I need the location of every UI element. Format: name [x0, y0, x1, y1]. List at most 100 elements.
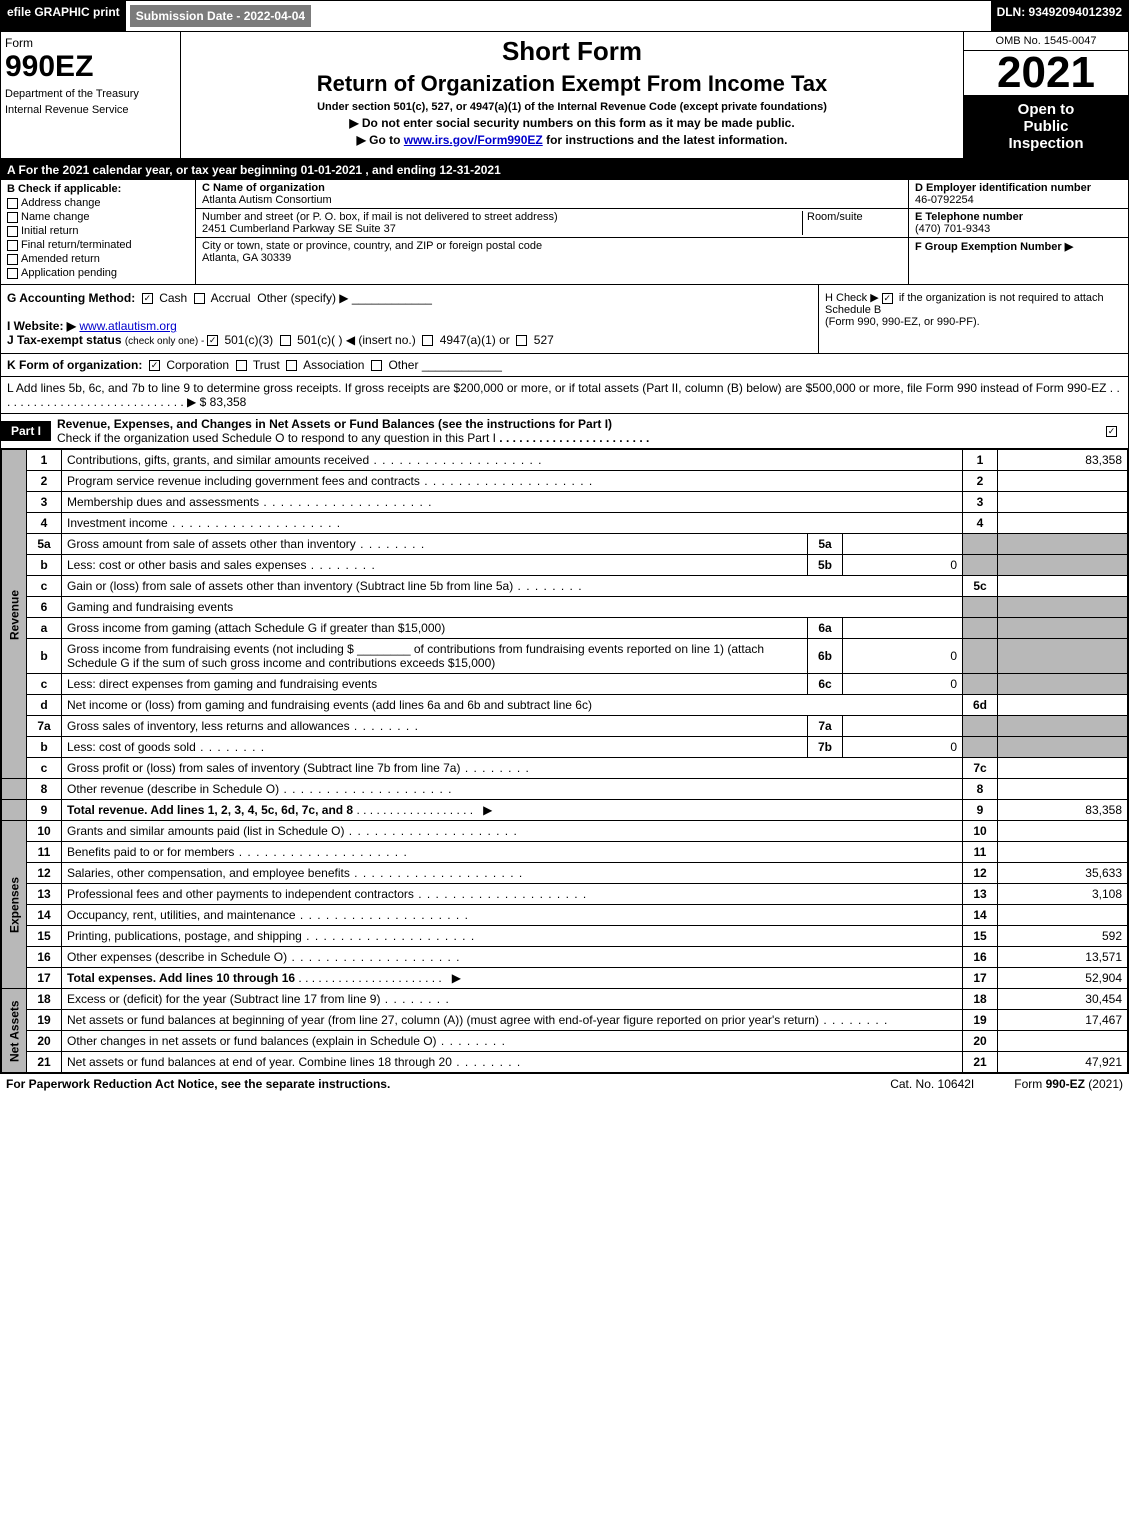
l2-col: 2: [963, 471, 998, 492]
l2-desc: Program service revenue including govern…: [67, 474, 593, 488]
form-header: Form 990EZ Department of the Treasury In…: [1, 32, 1128, 160]
chk-initial-return[interactable]: [7, 226, 18, 237]
l6c-minival: 0: [843, 674, 963, 695]
l6c-num: c: [27, 674, 62, 695]
l14-desc: Occupancy, rent, utilities, and maintena…: [67, 908, 469, 922]
footer-center: Cat. No. 10642I: [890, 1077, 974, 1091]
chk-501c3[interactable]: [207, 335, 218, 346]
l3-col: 3: [963, 492, 998, 513]
chk-schedule-o-part1[interactable]: [1106, 426, 1117, 437]
l5c-num: c: [27, 576, 62, 597]
chk-other-org[interactable]: [371, 360, 382, 371]
l4-num: 4: [27, 513, 62, 534]
l7c-val: [998, 758, 1128, 779]
form-word: Form: [5, 36, 176, 50]
l6c-mini: 6c: [808, 674, 843, 695]
footer-right-prefix: Form: [1014, 1077, 1045, 1091]
l2-val: [998, 471, 1128, 492]
l7a-desc: Gross sales of inventory, less returns a…: [67, 719, 419, 733]
l15-val: 592: [998, 926, 1128, 947]
website-link[interactable]: www.atlautism.org: [79, 319, 176, 333]
l9-desc: Total revenue. Add lines 1, 2, 3, 4, 5c,…: [67, 803, 353, 817]
l5c-val: [998, 576, 1128, 597]
section-c: C Name of organization Atlanta Autism Co…: [196, 180, 908, 284]
chk-cash[interactable]: [142, 293, 153, 304]
inspection-line3: Inspection: [970, 135, 1122, 152]
l10-val: [998, 821, 1128, 842]
l7b-mini: 7b: [808, 737, 843, 758]
l6b-col-grey: [963, 639, 998, 674]
lbl-501c3: 501(c)(3): [224, 333, 273, 347]
l5b-desc: Less: cost or other basis and sales expe…: [67, 558, 376, 572]
l-arrow: ▶ $: [187, 395, 206, 409]
l3-desc: Membership dues and assessments: [67, 495, 432, 509]
l5a-desc: Gross amount from sale of assets other t…: [67, 537, 425, 551]
chk-trust[interactable]: [236, 360, 247, 371]
l20-desc: Other changes in net assets or fund bala…: [67, 1034, 506, 1048]
chk-amended-return[interactable]: [7, 254, 18, 265]
l12-num: 12: [27, 863, 62, 884]
l7a-num: 7a: [27, 716, 62, 737]
side-gap1: [2, 779, 27, 800]
section-bcdef-row: B Check if applicable: Address change Na…: [1, 180, 1128, 285]
chk-association[interactable]: [286, 360, 297, 371]
l1-col: 1: [963, 450, 998, 471]
section-h: H Check ▶ if the organization is not req…: [818, 285, 1128, 353]
l16-num: 16: [27, 947, 62, 968]
irs-link[interactable]: www.irs.gov/Form990EZ: [404, 133, 543, 147]
e-label: E Telephone number: [915, 211, 1023, 223]
l9-num: 9: [27, 800, 62, 821]
l6a-desc: Gross income from gaming (attach Schedul…: [62, 618, 808, 639]
lbl-corporation: Corporation: [166, 358, 229, 372]
section-gh-row: G Accounting Method: Cash Accrual Other …: [1, 285, 1128, 354]
chk-accrual[interactable]: [194, 293, 205, 304]
chk-application-pending[interactable]: [7, 268, 18, 279]
lbl-association: Association: [303, 358, 364, 372]
l7a-minival: [843, 716, 963, 737]
part1-check-text: Check if the organization used Schedule …: [57, 431, 496, 445]
org-name: Atlanta Autism Consortium: [202, 194, 332, 206]
c-room-label: Room/suite: [807, 211, 863, 223]
l5b-col-grey: [963, 555, 998, 576]
lbl-final-return: Final return/terminated: [21, 239, 132, 251]
l17-desc: Total expenses. Add lines 10 through 16: [67, 971, 295, 985]
l7b-col-grey: [963, 737, 998, 758]
lbl-527: 527: [534, 333, 554, 347]
lbl-name-change: Name change: [21, 211, 90, 223]
lbl-other-org: Other: [388, 358, 418, 372]
l8-val: [998, 779, 1128, 800]
chk-name-change[interactable]: [7, 212, 18, 223]
l8-col: 8: [963, 779, 998, 800]
lbl-501c: 501(c)( ) ◀ (insert no.): [297, 333, 416, 347]
l5b-minival: 0: [843, 555, 963, 576]
l6b-desc1: Gross income from fundraising events (no…: [67, 642, 354, 656]
chk-schedule-b[interactable]: [882, 293, 893, 304]
efile-print-label[interactable]: efile GRAPHIC print: [1, 1, 126, 31]
subtitle: Under section 501(c), 527, or 4947(a)(1)…: [185, 101, 959, 113]
l13-col: 13: [963, 884, 998, 905]
submission-date: Submission Date - 2022-04-04: [128, 3, 313, 29]
l7b-minival: 0: [843, 737, 963, 758]
header-center: Short Form Return of Organization Exempt…: [181, 32, 963, 158]
section-g: G Accounting Method: Cash Accrual Other …: [1, 285, 818, 353]
section-b-label: B Check if applicable:: [7, 183, 121, 195]
l19-num: 19: [27, 1010, 62, 1031]
inspection-line1: Open to: [970, 101, 1122, 118]
l21-col: 21: [963, 1052, 998, 1073]
chk-527[interactable]: [516, 335, 527, 346]
l4-val: [998, 513, 1128, 534]
l6d-col: 6d: [963, 695, 998, 716]
l5a-num: 5a: [27, 534, 62, 555]
chk-corporation[interactable]: [149, 360, 160, 371]
chk-501c[interactable]: [280, 335, 291, 346]
l9-arrow: ▶: [483, 803, 492, 817]
l19-desc: Net assets or fund balances at beginning…: [67, 1013, 888, 1027]
chk-4947[interactable]: [422, 335, 433, 346]
inspection-box: Open to Public Inspection: [964, 95, 1128, 158]
chk-final-return[interactable]: [7, 240, 18, 251]
l6b-desc: Gross income from fundraising events (no…: [62, 639, 808, 674]
chk-address-change[interactable]: [7, 198, 18, 209]
footer-right-suffix: (2021): [1085, 1077, 1123, 1091]
lbl-other: Other (specify) ▶: [257, 291, 348, 305]
lines-table: Revenue 1 Contributions, gifts, grants, …: [1, 449, 1128, 1073]
